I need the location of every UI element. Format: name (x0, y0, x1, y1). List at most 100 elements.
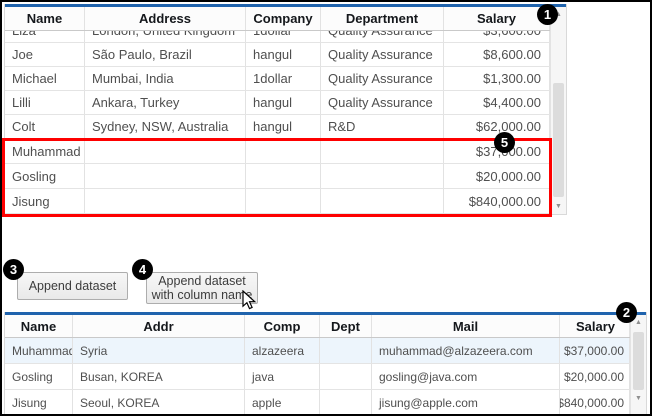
annotation-badge-1: 1 (537, 4, 558, 25)
table-cell[interactable]: Colt (5, 115, 85, 138)
column-header-addr: Addr (73, 315, 245, 337)
table-header-row: Name Addr Comp Dept Mail Salary (5, 315, 646, 338)
annotation-badge-4: 4 (132, 259, 153, 280)
table-cell[interactable]: $8,600.00 (444, 43, 550, 66)
table-cell[interactable] (320, 338, 372, 363)
table-cell[interactable]: alzazeera (245, 338, 320, 363)
table-row-appended[interactable]: Muhammad $37,000.00 (5, 139, 566, 164)
table-row[interactable]: Lilli Ankara, Turkey hangul Quality Assu… (5, 91, 566, 115)
table-cell[interactable]: Gosling (5, 364, 73, 389)
table-cell[interactable]: $20,000.00 (444, 164, 550, 188)
column-header-comp: Comp (245, 315, 320, 337)
table-cell[interactable]: Jisung (5, 189, 85, 213)
table-cell[interactable]: $840,000.00 (560, 390, 630, 414)
table-cell[interactable] (320, 390, 372, 414)
column-header-address: Address (85, 7, 246, 30)
table-cell[interactable]: Syria (73, 338, 245, 363)
table-cell[interactable]: 1dollar (246, 67, 321, 90)
scroll-down-icon[interactable]: ▼ (631, 391, 646, 406)
appended-data-grid: Name Addr Comp Dept Mail Salary Muhammad… (4, 312, 647, 414)
column-header-name: Name (5, 7, 85, 30)
table-cell[interactable] (321, 189, 444, 213)
table-row[interactable]: Joe São Paulo, Brazil hangul Quality Ass… (5, 43, 566, 67)
table-cell[interactable]: jisung@apple.com (372, 390, 560, 414)
table-cell[interactable]: Quality Assurance (321, 91, 444, 114)
table-row-selected[interactable]: Muhammad Syria alzazeera muhammad@alzaze… (5, 338, 646, 364)
table-cell[interactable]: Joe (5, 43, 85, 66)
table-cell[interactable] (85, 164, 246, 188)
table-cell[interactable] (246, 139, 321, 163)
table-cell[interactable]: $37,000.00 (560, 338, 630, 363)
table-cell[interactable]: java (245, 364, 320, 389)
table-cell[interactable]: $1,300.00 (444, 67, 550, 90)
table-cell[interactable]: Jisung (5, 390, 73, 414)
table-cell[interactable]: Lilli (5, 91, 85, 114)
table-cell[interactable] (246, 164, 321, 188)
table-cell[interactable]: hangul (246, 91, 321, 114)
table-cell[interactable]: $4,400.00 (444, 91, 550, 114)
table-cell[interactable]: gosling@java.com (372, 364, 560, 389)
table-row[interactable]: Gosling Busan, KOREA java gosling@java.c… (5, 364, 646, 390)
table-row[interactable]: Michael Mumbai, India 1dollar Quality As… (5, 67, 566, 91)
button-label-line2: with column name (151, 288, 253, 302)
append-dataset-button[interactable]: Append dataset (17, 272, 128, 300)
table-row[interactable]: Colt Sydney, NSW, Australia hangul R&D $… (5, 115, 566, 139)
table-cell[interactable]: São Paulo, Brazil (85, 43, 246, 66)
table-cell[interactable] (85, 139, 246, 163)
table-cell[interactable]: muhammad@alzazeera.com (372, 338, 560, 363)
table-cell[interactable]: Liza (5, 31, 85, 42)
table-cell[interactable]: $840,000.00 (444, 189, 550, 213)
table-cell[interactable]: Sydney, NSW, Australia (85, 115, 246, 138)
table-cell[interactable]: hangul (246, 115, 321, 138)
table-cell[interactable]: Michael (5, 67, 85, 90)
table-cell[interactable]: Mumbai, India (85, 67, 246, 90)
table-row-appended[interactable]: Jisung $840,000.00 (5, 189, 566, 214)
grid-top-accent-bar (5, 4, 566, 7)
scrollbar-thumb[interactable] (633, 332, 644, 390)
table-cell[interactable]: Ankara, Turkey (85, 91, 246, 114)
column-header-company: Company (246, 7, 321, 30)
table-cell[interactable]: Gosling (5, 164, 85, 188)
employee-grid: Name Address Company Department Salary L… (4, 4, 567, 215)
appended-rows-group: Muhammad $37,000.00 Gosling $20,000.00 J… (5, 139, 566, 214)
table-row-appended[interactable]: Gosling $20,000.00 (5, 164, 566, 189)
table-cell[interactable] (321, 164, 444, 188)
table-cell[interactable]: Muhammad (5, 139, 85, 163)
scroll-down-icon[interactable]: ▼ (551, 199, 566, 214)
column-header-salary: Salary (444, 7, 550, 30)
table-row-clipped[interactable]: Liza London, United Kingdom 1dollar Qual… (5, 31, 566, 43)
table-header-row: Name Address Company Department Salary (5, 7, 566, 31)
table-cell[interactable]: apple (245, 390, 320, 414)
table-cell[interactable]: Quality Assurance (321, 43, 444, 66)
column-header-department: Department (321, 7, 444, 30)
column-header-dept: Dept (320, 315, 372, 337)
table-cell[interactable]: 1dollar (246, 31, 321, 42)
table-cell[interactable] (320, 364, 372, 389)
table-cell[interactable] (85, 189, 246, 213)
table-cell[interactable]: $3,600.00 (444, 31, 550, 42)
table-cell[interactable]: Quality Assurance (321, 67, 444, 90)
table-row[interactable]: Jisung Seoul, KOREA apple jisung@apple.c… (5, 390, 646, 414)
button-label-line1: Append dataset (158, 274, 246, 288)
table-cell[interactable]: R&D (321, 115, 444, 138)
table-cell[interactable]: Seoul, KOREA (73, 390, 245, 414)
vertical-scrollbar[interactable]: ▲ ▼ (630, 315, 646, 414)
append-dataset-with-column-name-button[interactable]: Append dataset with column name (146, 272, 258, 304)
column-header-name: Name (5, 315, 73, 337)
table-cell[interactable]: Muhammad (5, 338, 73, 363)
table-cell[interactable]: Busan, KOREA (73, 364, 245, 389)
table-cell[interactable]: hangul (246, 43, 321, 66)
table-cell[interactable] (321, 139, 444, 163)
scrollbar-thumb[interactable] (553, 83, 564, 197)
column-header-mail: Mail (372, 315, 560, 337)
table-cell[interactable]: London, United Kingdom (85, 31, 246, 42)
vertical-scrollbar[interactable]: ▲ ▼ (550, 7, 566, 214)
column-header-salary: Salary (560, 315, 630, 337)
table-cell[interactable]: $20,000.00 (560, 364, 630, 389)
table-cell[interactable]: Quality Assurance (321, 31, 444, 42)
annotation-badge-2: 2 (616, 302, 637, 323)
table-cell[interactable] (246, 189, 321, 213)
table-cell[interactable]: $62,000.00 (444, 115, 550, 138)
annotation-badge-5: 5 (494, 132, 515, 153)
